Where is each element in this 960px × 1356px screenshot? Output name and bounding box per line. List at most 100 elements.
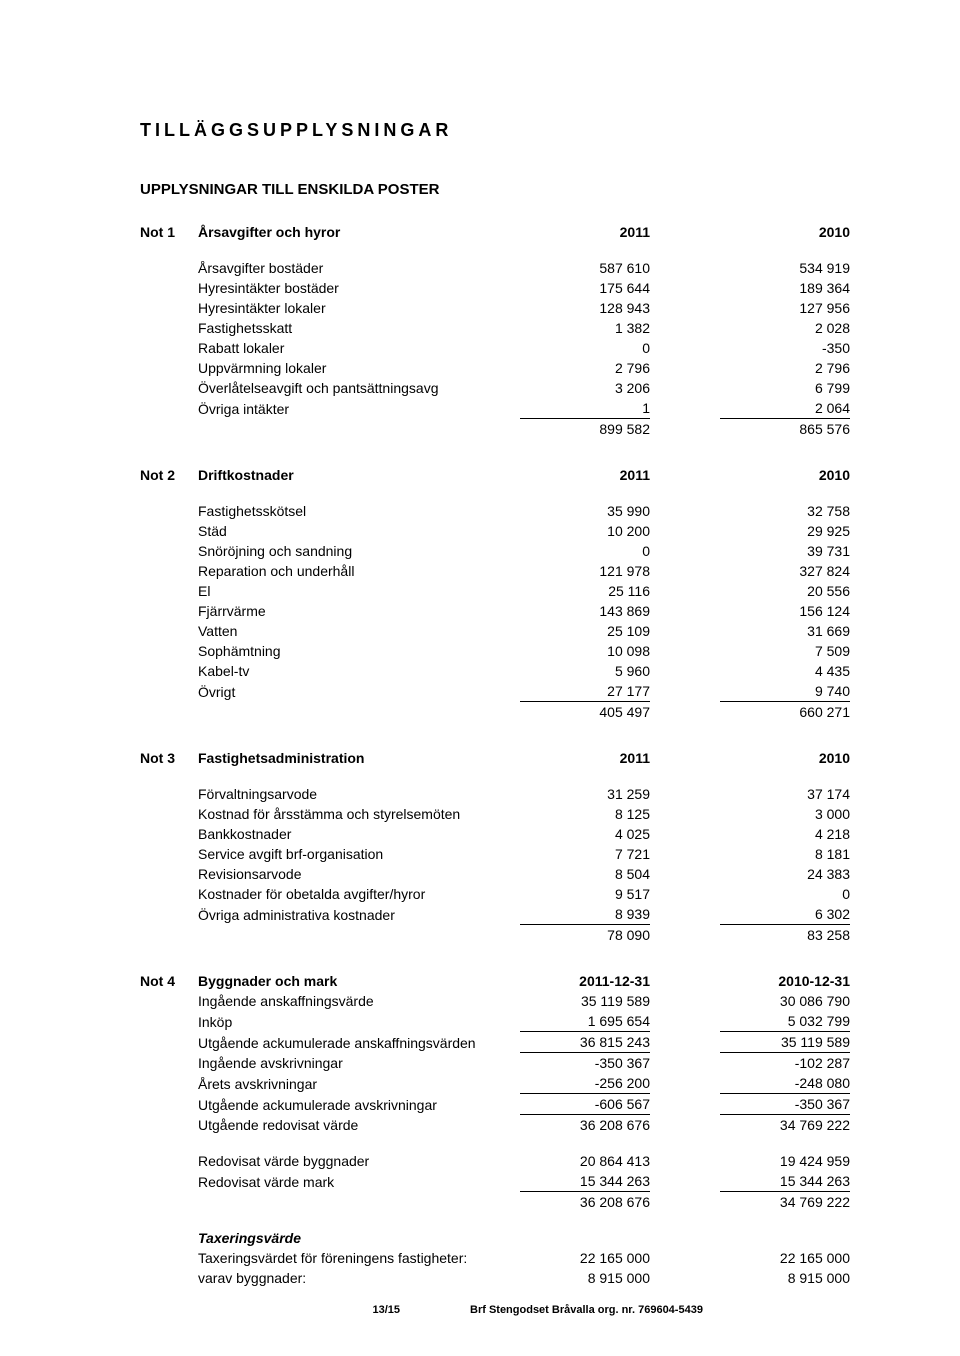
row-label: Bankkostnader [198,824,520,844]
table-row: Kostnad för årsstämma och styrelsemöten8… [140,804,850,824]
note-rows: Årsavgifter bostäder587 610534 919Hyresi… [140,258,850,419]
row-val: 587 610 [520,258,650,278]
row-val: 3 000 [720,804,850,824]
row-val: 36 815 243 [520,1032,650,1053]
row-label: Service avgift brf-organisation [198,844,520,864]
total-val: 660 271 [720,702,850,722]
table-row: Fastighetsskötsel35 99032 758 [140,501,850,521]
table-row: Taxeringsvärdet för föreningens fastighe… [140,1248,850,1268]
row-val: 34 769 222 [720,1192,850,1212]
row-val: 39 731 [720,541,850,561]
note-tag: Not 3 [140,748,198,768]
row-val: 121 978 [520,561,650,581]
table-row: Städ10 20029 925 [140,521,850,541]
row-label: Utgående redovisat värde [198,1115,520,1135]
row-val: 189 364 [720,278,850,298]
row-label: Hyresintäkter bostäder [198,278,520,298]
row-val: 30 086 790 [720,991,850,1011]
row-label: Reparation och underhåll [198,561,520,581]
row-val: -350 367 [720,1094,850,1115]
row-label: Övriga administrativa kostnader [198,905,520,925]
table-row: Bankkostnader4 0254 218 [140,824,850,844]
row-val: 31 669 [720,621,850,641]
row-val: -248 080 [720,1073,850,1094]
row-val: 4 218 [720,824,850,844]
row-val: 127 956 [720,298,850,318]
row-val: 1 [520,398,650,419]
row-val: 2 064 [720,398,850,419]
page-subtitle: UPPLYSNINGAR TILL ENSKILDA POSTER [140,181,850,198]
table-row: 36 208 676 34 769 222 [140,1192,850,1212]
row-val: 20 556 [720,581,850,601]
row-label: Snöröjning och sandning [198,541,520,561]
table-row: Årets avskrivningar-256 200-248 080 [140,1073,850,1094]
table-row: Utgående redovisat värde36 208 67634 769… [140,1115,850,1135]
note-3: Not 3 Fastighetsadministration 2011 2010… [140,748,850,945]
table-row: Hyresintäkter bostäder175 644 189 364 [140,278,850,298]
row-val: 8 915 000 [720,1268,850,1288]
row-val: 0 [520,338,650,358]
row-label: Revisionsarvode [198,864,520,884]
row-val: 10 098 [520,641,650,661]
total-val: 865 576 [720,419,850,439]
table-row: Ingående anskaffningsvärde35 119 58930 0… [140,991,850,1011]
footer-org: Brf Stengodset Bråvalla org. nr. 769604-… [470,1304,850,1316]
row-val: 8 939 [520,904,650,925]
row-val: 0 [720,884,850,904]
row-val: 1 382 [520,318,650,338]
row-val: 7 509 [720,641,850,661]
row-val: 534 919 [720,258,850,278]
row-label: Fastighetsskatt [198,318,520,338]
row-val: 8 915 000 [520,1268,650,1288]
total-val: 899 582 [520,419,650,439]
row-label: Städ [198,521,520,541]
table-row: Kabel-tv5 9604 435 [140,661,850,681]
note-rows: Förvaltningsarvode31 25937 174Kostnad fö… [140,784,850,925]
row-val: 36 208 676 [520,1192,650,1212]
row-label: Övrigt [198,682,520,702]
note-tag: Not 2 [140,465,198,485]
row-val: 143 869 [520,601,650,621]
row-val: 10 200 [520,521,650,541]
total-val: 83 258 [720,925,850,945]
table-row: Kostnader för obetalda avgifter/hyror9 5… [140,884,850,904]
row-val: 128 943 [520,298,650,318]
table-row: Redovisat värde mark15 344 26315 344 263 [140,1171,850,1192]
page: TILLÄGGSUPPLYSNINGAR UPPLYSNINGAR TILL E… [0,0,960,1356]
table-row: Snöröjning och sandning039 731 [140,541,850,561]
row-label: Överlåtelseavgift och pantsättningsavg [198,378,520,398]
table-row: Fjärrvärme143 869156 124 [140,601,850,621]
table-row: Förvaltningsarvode31 25937 174 [140,784,850,804]
row-val: 25 116 [520,581,650,601]
row-label: Årets avskrivningar [198,1074,520,1094]
row-val: 5 960 [520,661,650,681]
row-label: Redovisat värde mark [198,1172,520,1192]
table-row: El25 11620 556 [140,581,850,601]
row-label: Hyresintäkter lokaler [198,298,520,318]
year-col: 2010 [720,222,850,242]
table-row: Reparation och underhåll121 978327 824 [140,561,850,581]
note-header-label: Fastighetsadministration [198,748,520,768]
row-val: 9 740 [720,681,850,702]
row-val: 175 644 [520,278,650,298]
row-val: 15 344 263 [720,1171,850,1192]
row-label: Uppvärmning lokaler [198,358,520,378]
row-val: -606 567 [520,1094,650,1115]
row-val: 9 517 [520,884,650,904]
row-label: varav byggnader: [198,1268,520,1288]
row-label: Ingående anskaffningsvärde [198,991,520,1011]
table-row: Årsavgifter bostäder587 610 534 919 [140,258,850,278]
row-label: Övriga intäkter [198,399,520,419]
row-label: Årsavgifter bostäder [198,258,520,278]
year-col: 2011 [520,222,650,242]
tax-header: Taxeringsvärde [198,1228,520,1248]
row-label: Förvaltningsarvode [198,784,520,804]
row-val: 37 174 [720,784,850,804]
row-val: 25 109 [520,621,650,641]
table-row: Ingående avskrivningar-350 367-102 287 [140,1053,850,1073]
table-row: Övrigt27 1779 740 [140,681,850,702]
table-row: Rabatt lokaler0-350 [140,338,850,358]
row-label: Vatten [198,621,520,641]
note-rows: Fastighetsskötsel35 99032 758Städ10 2002… [140,501,850,702]
note-tag: Not 1 [140,222,198,242]
